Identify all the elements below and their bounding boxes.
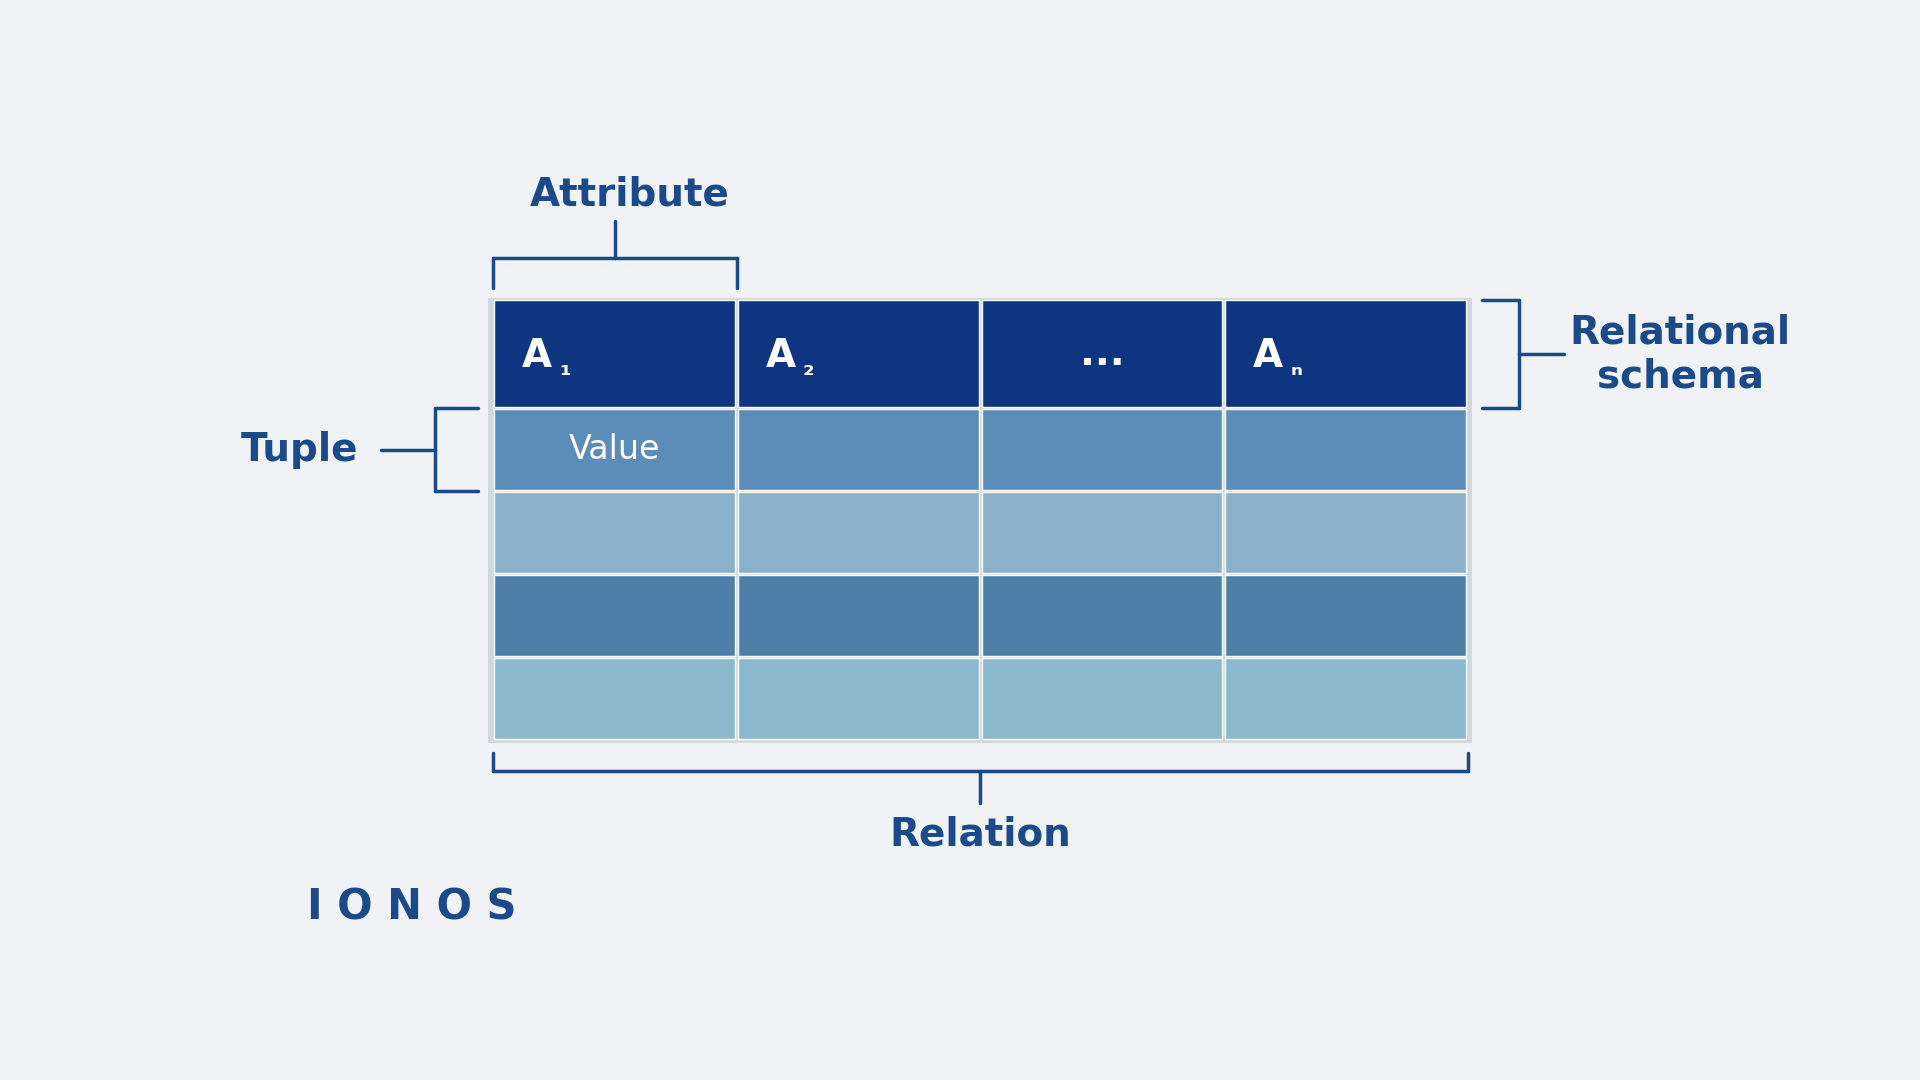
Text: A: A (766, 337, 797, 375)
FancyBboxPatch shape (737, 409, 979, 489)
FancyBboxPatch shape (1225, 409, 1467, 489)
Text: I O N O S: I O N O S (307, 887, 516, 928)
Text: Relational
schema: Relational schema (1571, 313, 1791, 395)
Text: Value: Value (568, 433, 660, 467)
Text: A: A (1254, 337, 1283, 375)
FancyBboxPatch shape (981, 659, 1223, 739)
FancyBboxPatch shape (737, 300, 979, 407)
Text: ₂: ₂ (803, 355, 814, 381)
Text: Tuple: Tuple (240, 431, 359, 469)
FancyBboxPatch shape (495, 659, 735, 739)
Text: Relation: Relation (889, 815, 1071, 854)
FancyBboxPatch shape (737, 492, 979, 572)
FancyBboxPatch shape (981, 576, 1223, 656)
FancyBboxPatch shape (981, 300, 1223, 407)
FancyBboxPatch shape (1225, 300, 1467, 407)
Text: A: A (522, 337, 553, 375)
FancyBboxPatch shape (495, 409, 735, 489)
Text: ...: ... (1079, 335, 1125, 373)
FancyBboxPatch shape (1225, 659, 1467, 739)
FancyBboxPatch shape (981, 492, 1223, 572)
FancyBboxPatch shape (737, 659, 979, 739)
Text: ₙ: ₙ (1290, 355, 1302, 381)
FancyBboxPatch shape (737, 576, 979, 656)
FancyBboxPatch shape (495, 492, 735, 572)
FancyBboxPatch shape (495, 576, 735, 656)
Text: ₁: ₁ (559, 355, 570, 381)
FancyBboxPatch shape (495, 300, 735, 407)
FancyBboxPatch shape (488, 298, 1473, 743)
FancyBboxPatch shape (1225, 492, 1467, 572)
FancyBboxPatch shape (981, 409, 1223, 489)
Text: Attribute: Attribute (530, 175, 730, 214)
FancyBboxPatch shape (1225, 576, 1467, 656)
